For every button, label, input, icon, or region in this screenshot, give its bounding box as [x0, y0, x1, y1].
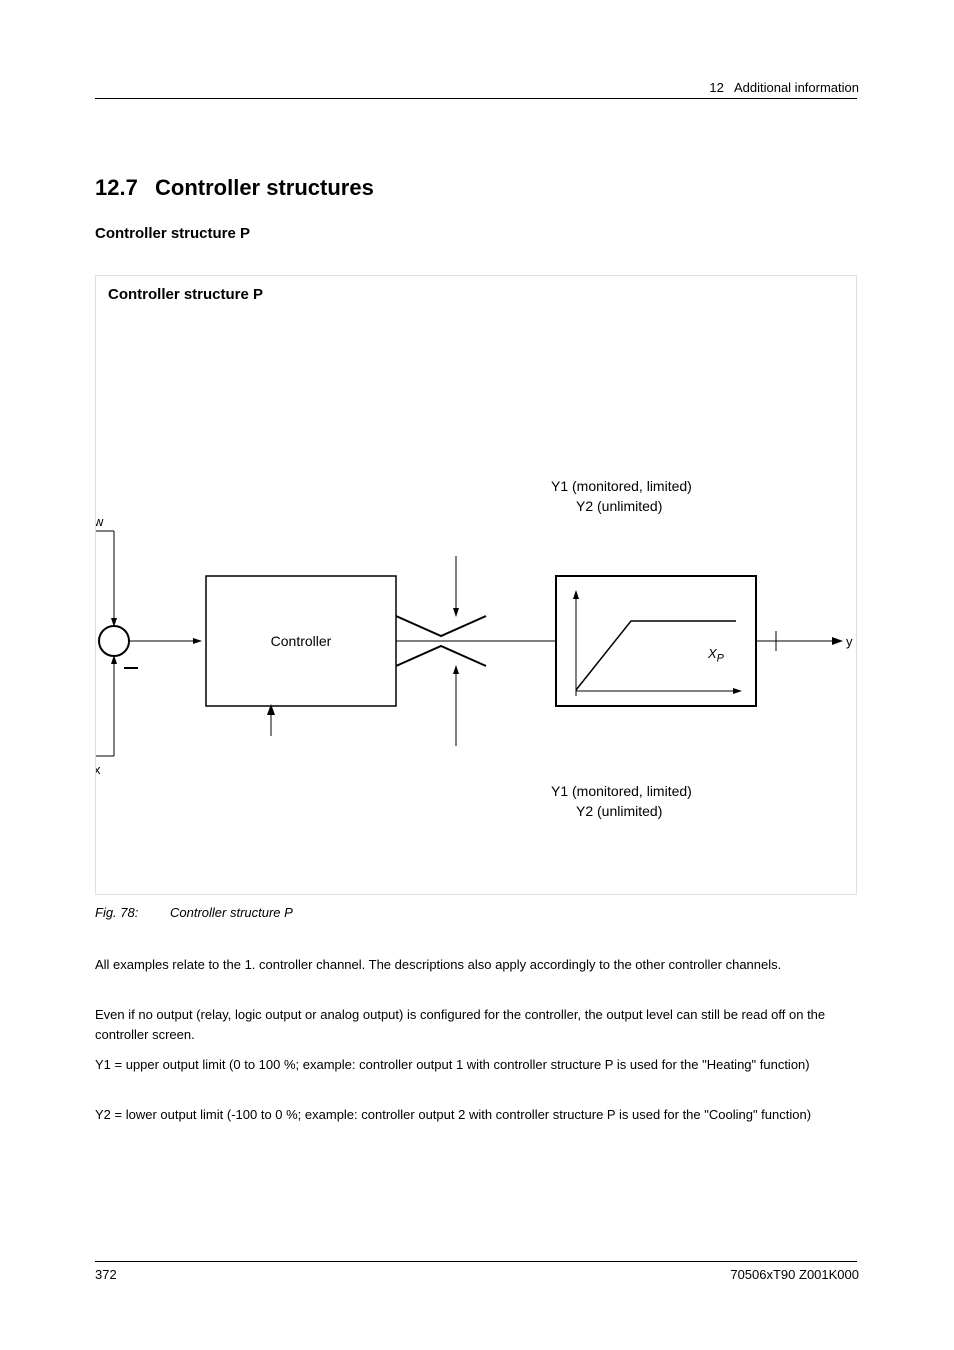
header-chapter-num: 12	[709, 80, 723, 95]
footer-rule	[95, 1261, 857, 1262]
header-chapter-title: Additional information	[734, 80, 859, 95]
controller-diagram: w x Controller Y1 (monitored, limited) Y…	[96, 276, 858, 896]
paragraph-4: Y2 = lower output limit (-100 to 0 %; ex…	[95, 1105, 857, 1125]
doc-id: 70506xT90 Z001K000	[730, 1267, 859, 1282]
upper-limit-1: Y1 (monitored, limited)	[551, 478, 692, 494]
page-number: 372	[95, 1267, 117, 1282]
saturation-curve-icon	[576, 621, 736, 690]
running-header: 12 Additional information	[709, 80, 859, 95]
caption-text: Controller structure P	[170, 905, 293, 920]
paragraph-3: Y1 = upper output limit (0 to 100 %; exa…	[95, 1055, 857, 1075]
summing-junction-icon	[99, 626, 129, 656]
output-label: y	[846, 634, 853, 649]
caption-number: Fig. 78:	[95, 905, 138, 920]
setpoint-label: w	[96, 514, 104, 529]
feedback-label: x	[96, 762, 101, 777]
figure-container: Controller structure P XP	[95, 275, 857, 895]
limiter-bottom-icon	[396, 646, 486, 666]
subsection-title: Controller structure P	[95, 225, 250, 242]
paragraph-1: All examples relate to the 1. controller…	[95, 955, 857, 975]
lower-limit-1: Y1 (monitored, limited)	[551, 783, 692, 799]
paragraph-2: Even if no output (relay, logic output o…	[95, 1005, 857, 1045]
saturation-block	[556, 576, 756, 706]
figure-caption: Fig. 78: Controller structure P	[95, 905, 293, 920]
controller-block-label: Controller	[271, 633, 332, 649]
section-title: Controller structures	[155, 175, 374, 201]
page: 12 Additional information 12.7 Controlle…	[0, 0, 954, 1350]
header-rule	[95, 98, 857, 99]
section-number: 12.7	[95, 175, 138, 201]
limiter-top-icon	[396, 616, 486, 636]
upper-limit-2: Y2 (unlimited)	[576, 498, 662, 514]
lower-limit-2: Y2 (unlimited)	[576, 803, 662, 819]
